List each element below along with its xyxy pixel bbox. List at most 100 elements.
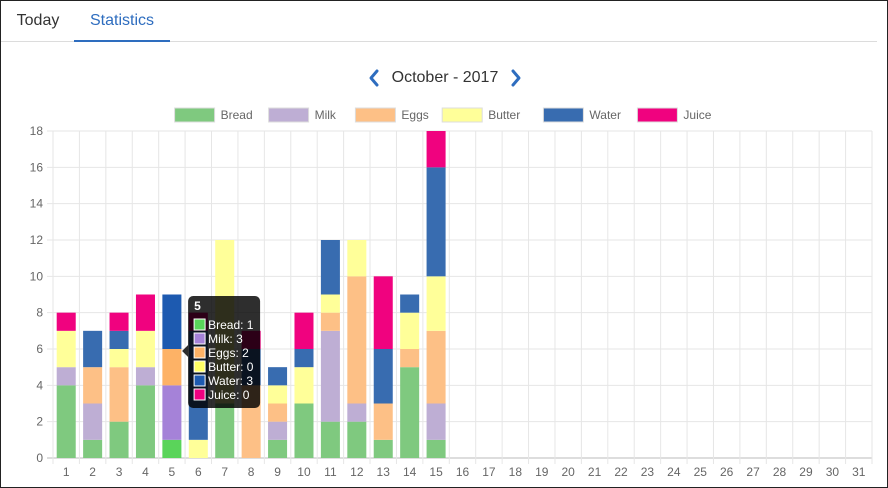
bar-water-day-2[interactable] [83,330,103,368]
bar-bread-day-2[interactable] [83,439,103,458]
bar-juice-day-4[interactable] [135,294,155,331]
tooltip-swatch [193,388,206,401]
bar-butter-day-10[interactable] [294,367,314,404]
x-axis-ticks: 1 2 3 4 5 6 7 8 9 10 11 12 13 14 15 16 17 18 19 20 21 22 23 24 2… [63,465,866,479]
bar-bread-day-13[interactable] [373,439,393,458]
tooltip-item: Bread: 1 [208,318,254,332]
bar-eggs-day-12[interactable] [347,276,367,404]
month-navigator: October - 2017 [1,65,887,91]
bar-eggs-day-2[interactable] [83,367,103,404]
bar-bread-day-1[interactable] [56,385,76,458]
bar-juice-day-1[interactable] [56,312,76,331]
bar-butter-day-9[interactable] [268,385,288,404]
bar-juice-day-13[interactable] [373,276,393,349]
bar-butter-day-12[interactable] [347,240,367,277]
bar-milk-day-12[interactable] [347,403,367,422]
bar-juice-day-10[interactable] [294,312,314,349]
tab-statistics[interactable]: Statistics [74,1,170,42]
x-tick-label: 11 [324,465,337,479]
chart-legend: Bread Milk Eggs Butter Water Juice [174,107,712,123]
bar-milk-day-1[interactable] [56,367,76,386]
bar-water-day-13[interactable] [373,349,393,404]
x-tick-label: 3 [116,465,123,479]
x-tick-label: 27 [746,465,760,479]
legend-label-butter: Butter [488,108,520,122]
bar-milk-day-2[interactable] [83,403,103,440]
bar-bread-day-10[interactable] [294,403,314,459]
legend-swatch-milk[interactable] [268,107,310,123]
bar-butter-day-3[interactable] [109,349,129,368]
legend-label-milk: Milk [315,108,337,122]
bar-eggs-day-14[interactable] [400,349,420,368]
tooltip-title: 5 [194,299,201,313]
bar-butter-day-1[interactable] [56,330,76,368]
y-tick-label: 2 [36,415,43,429]
chevron-right-icon[interactable] [509,65,523,91]
y-tick-label: 8 [36,306,43,320]
bar-juice-day-15[interactable] [426,131,446,168]
bar-bread-day-9[interactable] [268,439,288,458]
bar-butter-day-4[interactable] [135,330,155,368]
bar-water-day-11[interactable] [320,240,340,295]
tab-bar: Today Statistics [1,1,877,42]
tooltip-item: Milk: 3 [208,332,243,346]
bar-water-day-5[interactable] [162,294,182,350]
bar-water-day-9[interactable] [268,367,288,386]
legend-swatch-water[interactable] [542,107,584,123]
x-tick-label: 28 [773,465,787,479]
bar-eggs-day-11[interactable] [320,312,340,331]
bar-water-day-14[interactable] [400,294,420,313]
bar-bread-day-5[interactable] [162,439,182,458]
tab-today[interactable]: Today [16,12,60,29]
bar-bread-day-15[interactable] [426,439,446,458]
bar-bread-day-12[interactable] [347,421,367,458]
bar-eggs-day-5[interactable] [162,349,182,386]
tooltip-swatch [193,332,206,345]
bar-milk-day-11[interactable] [320,330,340,422]
tooltip-item: Eggs: 2 [208,346,249,360]
x-tick-label: 23 [641,465,655,479]
y-axis-ticks: 0 2 4 6 8 10 12 14 16 18 [30,124,44,465]
bar-bread-day-11[interactable] [320,421,340,458]
bar-milk-day-4[interactable] [135,367,155,386]
bar-bread-day-3[interactable] [109,421,129,458]
bar-bread-day-7[interactable] [215,403,235,459]
x-tick-label: 8 [248,465,255,479]
legend-swatch-bread[interactable] [174,107,216,123]
chevron-left-icon[interactable] [367,65,381,91]
bar-juice-day-3[interactable] [109,312,129,331]
x-tick-label: 19 [535,465,549,479]
legend-swatch-juice[interactable] [636,107,678,123]
tooltip-swatch [193,346,206,359]
tooltip-caret [182,345,189,357]
bar-eggs-day-3[interactable] [109,367,129,422]
x-tick-label: 7 [221,465,228,479]
bar-milk-day-9[interactable] [268,421,288,440]
x-tick-label: 29 [799,465,813,479]
x-tick-label: 31 [852,465,866,479]
x-tick-label: 20 [561,465,575,479]
bar-eggs-day-13[interactable] [373,403,393,440]
bar-butter-day-6[interactable] [188,439,208,458]
bar-eggs-day-9[interactable] [268,403,288,422]
tooltip-box [188,296,261,408]
tooltip-swatch [193,360,206,373]
bar-water-day-15[interactable] [426,167,446,277]
bar-butter-day-11[interactable] [320,294,340,313]
y-tick-label: 0 [36,451,43,465]
bar-bread-day-4[interactable] [135,385,155,458]
x-tick-label: 24 [667,465,681,479]
bar-water-day-10[interactable] [294,349,314,368]
tooltip-item: Butter: 0 [208,360,254,374]
bar-eggs-day-15[interactable] [426,330,446,404]
bar-milk-day-5[interactable] [162,385,182,440]
legend-swatch-butter[interactable] [441,107,483,123]
bar-water-day-3[interactable] [109,330,129,349]
legend-label-eggs: Eggs [401,108,428,122]
bar-bread-day-14[interactable] [400,367,420,458]
legend-swatch-eggs[interactable] [354,107,396,123]
y-tick-label: 4 [36,378,43,392]
bar-butter-day-14[interactable] [400,312,420,349]
bar-milk-day-15[interactable] [426,403,446,440]
bar-butter-day-15[interactable] [426,276,446,331]
